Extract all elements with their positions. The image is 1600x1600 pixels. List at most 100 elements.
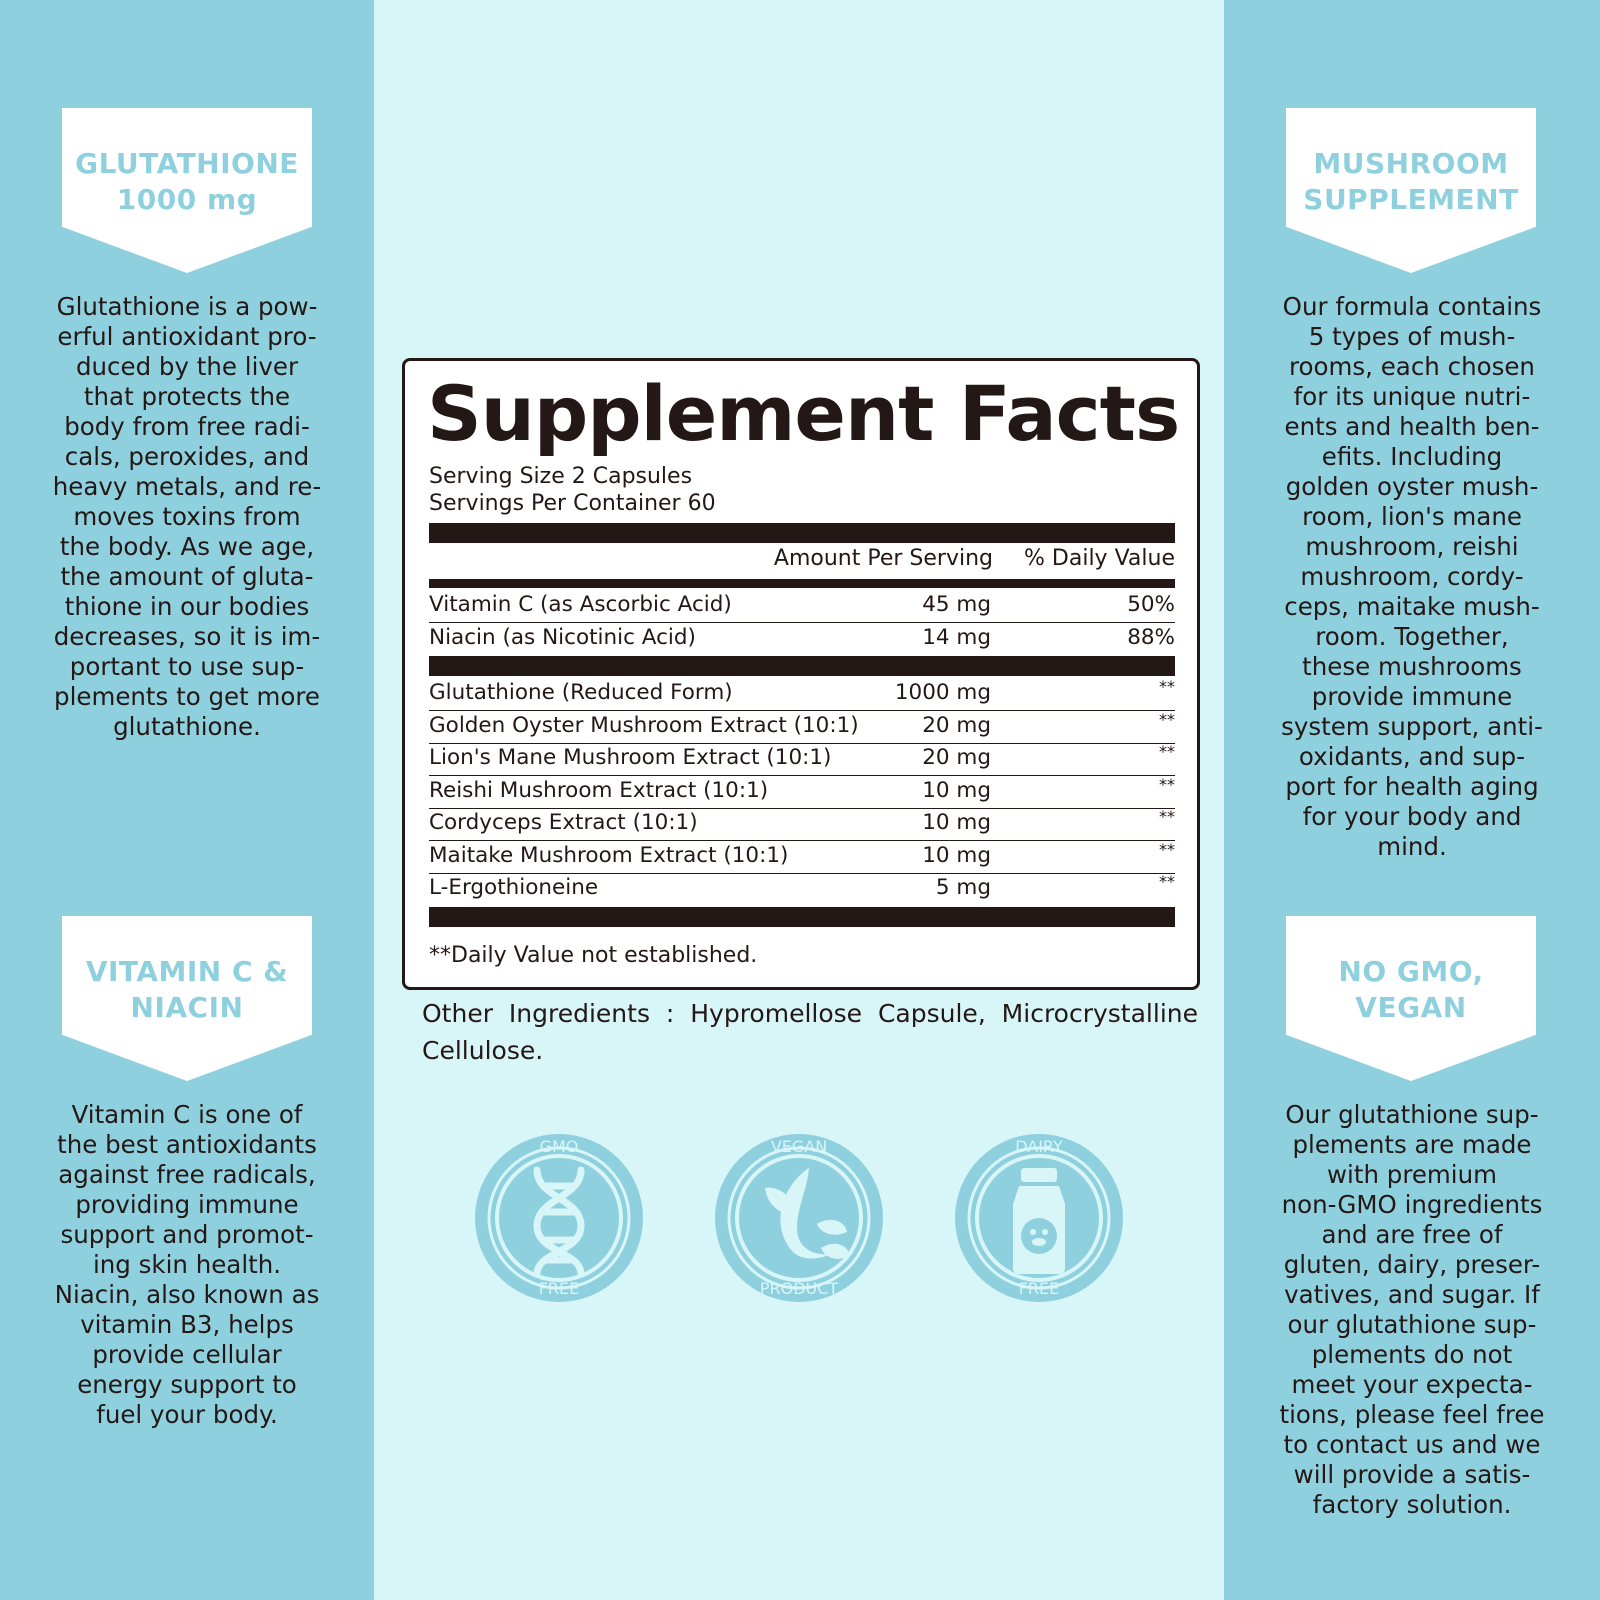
description-line: the best antioxidants — [57, 1130, 317, 1159]
nutrient-row: Niacin (as Nicotinic Acid) 14 mg 88% — [429, 623, 1175, 656]
vitamin-c-niacin-description: Vitamin C is one of the best antioxidants… — [30, 1100, 344, 1430]
seal-bottom-text: FREE — [1019, 1279, 1060, 1298]
nutrient-name: L-Ergothioneine — [429, 875, 599, 900]
description-line: mushroom, reishi — [1305, 532, 1519, 561]
nutrient-row: Lion's Mane Mushroom Extract (10:1) 20 mg… — [429, 742, 1175, 776]
nutrient-amount: 10 mg — [922, 777, 991, 803]
supplement-facts-title: Supplement Facts — [427, 369, 1180, 458]
column-header: Amount Per Serving % Daily Value — [429, 546, 1175, 578]
description-line: non-GMO ingredients — [1281, 1190, 1543, 1219]
description-line: Glutathione is a pow- — [56, 292, 318, 321]
description-line: vatives, and sugar. If — [1284, 1280, 1540, 1309]
description-line: will provide a satis- — [1293, 1460, 1531, 1489]
vegan-product-seal: VEGAN PRODUCT — [715, 1134, 883, 1302]
description-line: oxidants, and sup- — [1298, 742, 1526, 771]
description-line: to contact us and we — [1283, 1430, 1541, 1459]
leaf-icon — [765, 1168, 849, 1259]
description-line: meet your expecta- — [1291, 1370, 1533, 1399]
nutrient-daily-value: ** — [1159, 709, 1175, 729]
seal-bottom-text: FREE — [539, 1279, 580, 1298]
description-line: for its unique nutri- — [1293, 382, 1531, 411]
nutrient-daily-value: 50% — [1127, 592, 1175, 617]
nutrient-daily-value: 88% — [1127, 624, 1175, 650]
nutrient-amount: 20 mg — [922, 712, 991, 738]
description-line: gluten, dairy, preser- — [1283, 1250, 1541, 1279]
description-line: vitamin B3, helps — [80, 1310, 294, 1339]
description-line: factory solution. — [1312, 1490, 1512, 1519]
nutrient-row: Vitamin C (as Ascorbic Acid) 45 mg 50% — [429, 590, 1175, 623]
glutathione-description: Glutathione is a pow-erful antioxidant p… — [30, 292, 344, 742]
description-line: that protects the — [83, 382, 291, 411]
gmo-free-seal: GMO FREE — [475, 1134, 643, 1302]
nutrient-row: L-Ergothioneine 5 mg ** — [429, 872, 1175, 906]
description-line: 5 types of mush- — [1308, 322, 1516, 351]
description-line: the amount of gluta- — [60, 562, 314, 591]
nutrient-row: Glutathione (Reduced Form) 1000 mg ** — [429, 677, 1175, 711]
nutrient-daily-value: ** — [1159, 839, 1175, 859]
description-line: duced by the liver — [75, 352, 299, 381]
description-line: and are free of — [1321, 1220, 1503, 1249]
nutrient-daily-value: ** — [1159, 774, 1175, 794]
description-line: cals, peroxides, and — [64, 442, 310, 471]
description-line: our glutathione sup- — [1287, 1310, 1537, 1339]
description-line: provide immune — [1311, 682, 1513, 711]
description-line: these mushrooms — [1302, 652, 1522, 681]
supplement-facts-panel: Supplement Facts Serving Size 2 Capsules… — [402, 358, 1200, 990]
mushroom-supplement-badge: MUSHROOM SUPPLEMENT — [1286, 108, 1536, 273]
description-line: heavy metals, and re- — [52, 472, 322, 501]
nutrient-daily-value: ** — [1159, 742, 1175, 761]
badge-line: 1000 mg — [116, 183, 258, 216]
nutrient-name: Niacin (as Nicotinic Acid) — [429, 624, 696, 650]
description-line: ceps, maitake mush- — [1284, 592, 1540, 621]
description-line: decreases, so it is im- — [53, 622, 321, 651]
description-line: Our glutathione sup- — [1285, 1100, 1539, 1129]
description-line: golden oyster mush- — [1285, 472, 1539, 501]
badge-line: MUSHROOM — [1313, 147, 1509, 180]
description-line: the body. As we age, — [59, 532, 315, 561]
thick-divider — [429, 523, 1175, 543]
badge-line: NIACIN — [130, 991, 244, 1024]
mushroom-description: Our formula contains 5 types of mush-room… — [1254, 292, 1570, 862]
badge-line: GLUTATHIONE — [75, 147, 299, 180]
description-line: with premium — [1327, 1160, 1497, 1189]
description-line: thione in our bodies — [64, 592, 310, 621]
description-line: efits. Including — [1321, 442, 1503, 471]
description-line: mind. — [1377, 832, 1447, 861]
seal-top-text: VEGAN — [771, 1137, 827, 1156]
nutrient-row: Golden Oyster Mushroom Extract (10:1) 20 … — [429, 710, 1175, 744]
description-line: ing skin health. — [92, 1250, 282, 1279]
nutrient-name: Lion's Mane Mushroom Extract (10:1) — [429, 745, 832, 770]
nutrient-amount: 20 mg — [922, 745, 991, 770]
description-line: room. Together, — [1315, 622, 1509, 651]
nutrient-amount: 10 mg — [922, 810, 991, 835]
nutrient-amount: 10 mg — [922, 842, 991, 868]
badge-line: VITAMIN C & — [85, 955, 289, 988]
badge-line: NO GMO, — [1338, 955, 1484, 988]
nutrient-amount: 1000 mg — [894, 680, 991, 705]
description-line: Vitamin C is one of — [71, 1100, 303, 1129]
description-line: plements do not — [1311, 1340, 1513, 1369]
description-line: port for health aging — [1285, 772, 1539, 801]
nutrient-amount: 5 mg — [935, 875, 991, 900]
nutrient-row: Reishi Mushroom Extract (10:1) 10 mg ** — [429, 775, 1175, 809]
description-line: provide cellular — [92, 1340, 282, 1369]
description-line: tions, please feel free — [1279, 1400, 1545, 1429]
seal-top-text: DAIRY — [1015, 1137, 1063, 1156]
milk-bottle-icon — [1013, 1168, 1065, 1274]
nutrient-amount: 45 mg — [922, 592, 991, 617]
description-line: fuel your body. — [96, 1400, 278, 1429]
description-line: for your body and — [1302, 802, 1522, 831]
description-line: glutathione. — [113, 712, 261, 741]
nutrient-daily-value: ** — [1159, 807, 1175, 826]
description-line: portant to use sup- — [69, 652, 305, 681]
description-line: erful antioxidant pro- — [57, 322, 317, 351]
servings-per-container: Servings Per Container 60 — [429, 491, 716, 516]
description-line: ents and health ben- — [1284, 412, 1540, 441]
nutrient-row: Maitake Mushroom Extract (10:1) 10 mg ** — [429, 840, 1175, 874]
amount-per-serving-header: Amount Per Serving — [773, 546, 993, 571]
description-line: moves toxins from — [73, 502, 301, 531]
medium-divider — [429, 579, 1175, 588]
description-line: rooms, each chosen — [1289, 352, 1535, 381]
description-line: room, lion's mane — [1302, 502, 1522, 531]
thick-divider — [429, 907, 1175, 927]
